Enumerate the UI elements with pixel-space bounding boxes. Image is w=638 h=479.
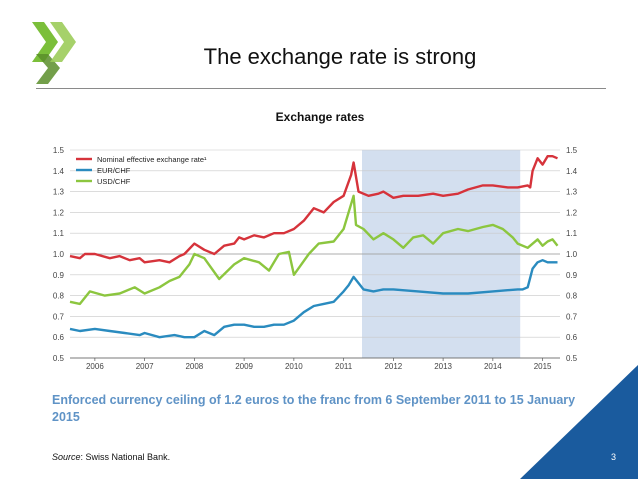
ceiling-caption: Enforced currency ceiling of 1.2 euros t… (52, 393, 576, 424)
x-tick-label: 2014 (484, 362, 502, 371)
y-tick-label-right: 1.0 (566, 250, 578, 259)
x-tick-label: 2012 (384, 362, 402, 371)
y-tick-label-left: 1.3 (53, 188, 65, 197)
logo-chevron-right (50, 22, 76, 62)
legend-label-1: Nominal effective exchange rate¹ (97, 155, 207, 164)
exchange-rate-chart: 1.5 1.5 1.4 1.4 1.3 1.3 1.2 1.2 1.1 1.1 1.0 1.0 0.9 0… (53, 146, 578, 371)
y-tick-label-right: 1.1 (566, 229, 578, 238)
x-tick-label: 2013 (434, 362, 452, 371)
x-tick-label: 2015 (534, 362, 552, 371)
y-tick-label-left: 0.8 (53, 292, 65, 301)
y-tick-label-right: 0.5 (566, 354, 578, 363)
y-tick-label-right: 1.5 (566, 146, 578, 155)
y-tick-label-right: 0.9 (566, 271, 578, 280)
oecd-logo (32, 22, 76, 84)
y-tick-label-right: 1.4 (566, 167, 578, 176)
x-tick-label: 2006 (86, 362, 104, 371)
series-line-1 (69, 154, 558, 264)
x-tick-label: 2010 (285, 362, 303, 371)
page-number: 3 (611, 452, 617, 462)
title-divider (36, 88, 606, 89)
y-tick-label-left: 0.7 (53, 312, 65, 321)
y-tick-label-right: 0.6 (566, 333, 578, 342)
x-tick-label: 2009 (235, 362, 253, 371)
y-tick-label-left: 1.4 (53, 167, 65, 176)
legend-label-3: USD/CHF (97, 177, 131, 186)
legend-label-2: EUR/CHF (97, 166, 131, 175)
y-tick-label-left: 1.5 (53, 146, 65, 155)
source-note: Source: Swiss National Bank. (52, 452, 170, 462)
y-tick-label-left: 1.1 (53, 229, 65, 238)
x-tick-label: 2011 (335, 362, 353, 371)
series-line-3 (69, 194, 559, 306)
chart-title: Exchange rates (275, 110, 365, 124)
slide-title: The exchange rate is strong (203, 44, 477, 69)
source-text: : Swiss National Bank. (80, 452, 171, 462)
y-tick-label-right: 1.3 (566, 188, 578, 197)
x-tick-label: 2008 (185, 362, 203, 371)
y-tick-label-right: 0.7 (566, 312, 578, 321)
y-tick-label-right: 0.8 (566, 292, 578, 301)
source-label: Source (52, 452, 81, 462)
series-line-2 (69, 259, 558, 339)
x-tick-label: 2007 (136, 362, 154, 371)
y-tick-label-left: 0.9 (53, 271, 65, 280)
y-tick-label-left: 0.5 (53, 354, 65, 363)
y-tick-label-left: 0.6 (53, 333, 65, 342)
y-tick-label-left: 1.2 (53, 208, 65, 217)
y-tick-label-right: 1.2 (566, 208, 578, 217)
y-tick-label-left: 1.0 (53, 250, 65, 259)
